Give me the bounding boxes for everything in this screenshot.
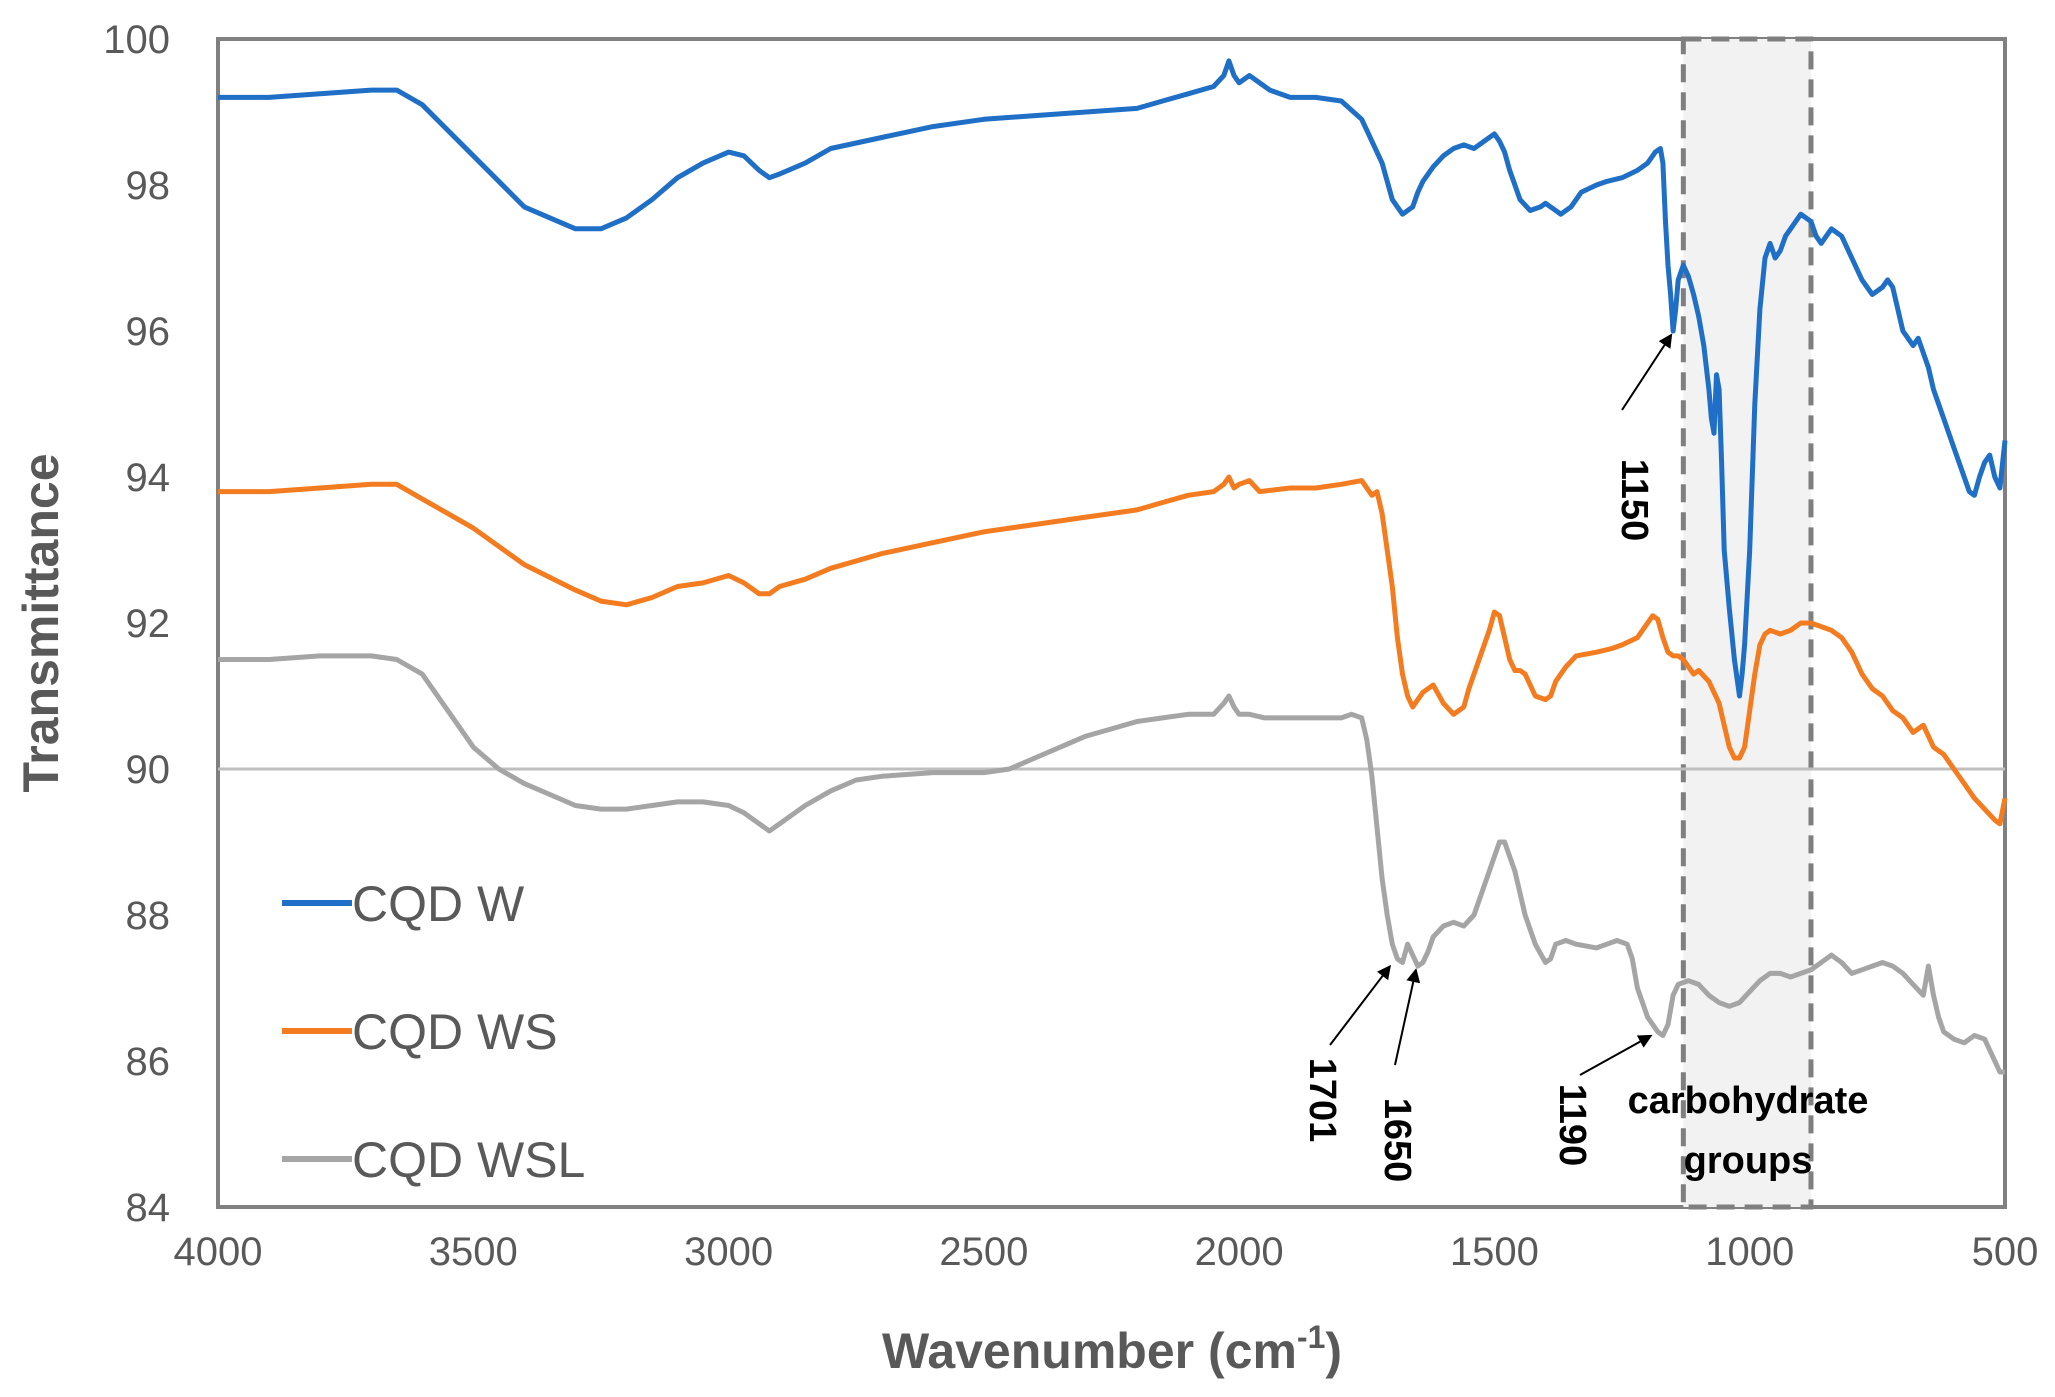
- y-tick-label: 86: [126, 1040, 171, 1084]
- x-axis-title-sup: -1: [1297, 1319, 1325, 1355]
- highlight-label-line1: carbohydrate: [1628, 1080, 1869, 1122]
- annotation-label-1650: 1650: [1376, 1098, 1418, 1183]
- y-tick-label: 100: [103, 18, 170, 62]
- x-axis-title: Wavenumber (cm-1): [882, 1319, 1342, 1379]
- series-line-cqd-wsl: [218, 653, 2005, 1075]
- y-tick-label: 88: [126, 894, 171, 938]
- x-tick-label: 2000: [1195, 1230, 1284, 1274]
- annotation-arrow-1701: [1329, 964, 1392, 1046]
- annotation-arrow-1190: [1579, 1034, 1653, 1076]
- annotation-label-1190: 1190: [1551, 1084, 1593, 1166]
- legend: CQD W CQD WS CQD WSL: [282, 876, 585, 1188]
- y-tick-label: 90: [126, 748, 171, 792]
- y-tick-label: 94: [126, 456, 171, 500]
- x-tick-label: 3000: [684, 1230, 773, 1274]
- y-tick-label: 96: [126, 310, 171, 354]
- series-line-cqd-ws: [218, 474, 2008, 827]
- series-layer: [218, 58, 2008, 1075]
- x-axis-ticks: 4000 3500 3000 2500 2000 1500 1000 500: [174, 1230, 2039, 1274]
- annotation-layer: 1150 1701 1650 1190: [1301, 333, 1673, 1183]
- highlight-label-line2: groups: [1684, 1140, 1813, 1182]
- y-tick-label: 84: [126, 1186, 171, 1230]
- x-tick-label: 500: [1972, 1230, 2039, 1274]
- y-axis-title: Transmittance: [13, 453, 69, 792]
- annotation-label-1150: 1150: [1613, 459, 1655, 541]
- x-axis-title-close: ): [1325, 1323, 1342, 1379]
- legend-label-cqd-ws: CQD WS: [352, 1004, 558, 1060]
- series-line-cqd-w: [218, 58, 2008, 699]
- legend-label-cqd-wsl: CQD WSL: [352, 1132, 585, 1188]
- x-tick-label: 4000: [174, 1230, 263, 1274]
- annotation-label-1701: 1701: [1301, 1058, 1343, 1143]
- x-tick-label: 1500: [1450, 1230, 1539, 1274]
- annotation-arrow-1150: [1621, 333, 1673, 411]
- y-tick-label: 98: [126, 164, 171, 208]
- plot-area-border: [216, 37, 2007, 1209]
- x-tick-label: 1000: [1705, 1230, 1794, 1274]
- y-tick-label: 92: [126, 602, 171, 646]
- x-tick-label: 2500: [939, 1230, 1028, 1274]
- annotation-arrow-1650: [1394, 968, 1421, 1066]
- y-axis-ticks: 84 86 88 90 92 94 96 98 100: [103, 18, 170, 1230]
- x-axis-title-text: Wavenumber (cm: [882, 1323, 1297, 1379]
- legend-label-cqd-w: CQD W: [352, 876, 525, 932]
- x-tick-label: 3500: [429, 1230, 518, 1274]
